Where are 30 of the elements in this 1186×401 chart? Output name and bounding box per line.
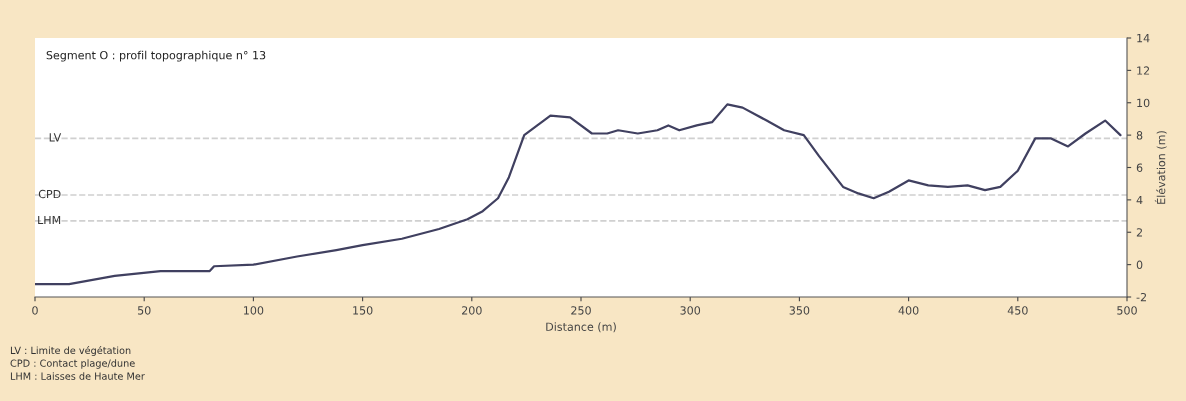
x-tick-label: 250 <box>571 306 591 315</box>
y-tick-label: -2 <box>1136 292 1146 302</box>
x-tick-label: 150 <box>353 306 373 315</box>
ref-line-label: LHM <box>38 215 61 224</box>
y-tick-label: 4 <box>1136 196 1143 205</box>
text: LHM : Laisses de Haute Mer <box>10 372 145 380</box>
line-series <box>35 103 1122 286</box>
y-tick-label: 10 <box>1137 98 1150 108</box>
y-tick-label: 6 <box>1136 163 1143 172</box>
text: Segment O : profil topographique n° 13 <box>46 50 266 62</box>
x-tick-label: 100 <box>244 306 264 315</box>
y-tick-label: 8 <box>1136 131 1143 140</box>
x-tick-label: 400 <box>898 306 919 315</box>
x-tick-label: 350 <box>789 306 810 315</box>
y-tick-label: 0 <box>1136 260 1143 269</box>
x-tick-label: 500 <box>1117 306 1137 315</box>
text: LV : Limite de végétation <box>10 346 131 356</box>
y-axis-title: Élévation (m) <box>1154 131 1167 204</box>
y-tick-label: 2 <box>1136 228 1142 237</box>
x-tick-label: 50 <box>137 306 151 315</box>
x-tick-label: 0 <box>32 306 38 315</box>
y-tick-label: 12 <box>1137 66 1150 75</box>
x-axis-title: Distance (m) <box>546 322 616 333</box>
text: CPD : Contact plage/dune <box>10 359 135 369</box>
x-tick-label: 200 <box>462 306 482 315</box>
x-tick-label: 450 <box>1007 306 1028 315</box>
x-tick-label: 300 <box>680 306 701 315</box>
ref-line-label: LV <box>49 133 62 142</box>
ref-line-label: CPD <box>38 189 61 199</box>
y-tick-label: 14 <box>1137 34 1150 43</box>
